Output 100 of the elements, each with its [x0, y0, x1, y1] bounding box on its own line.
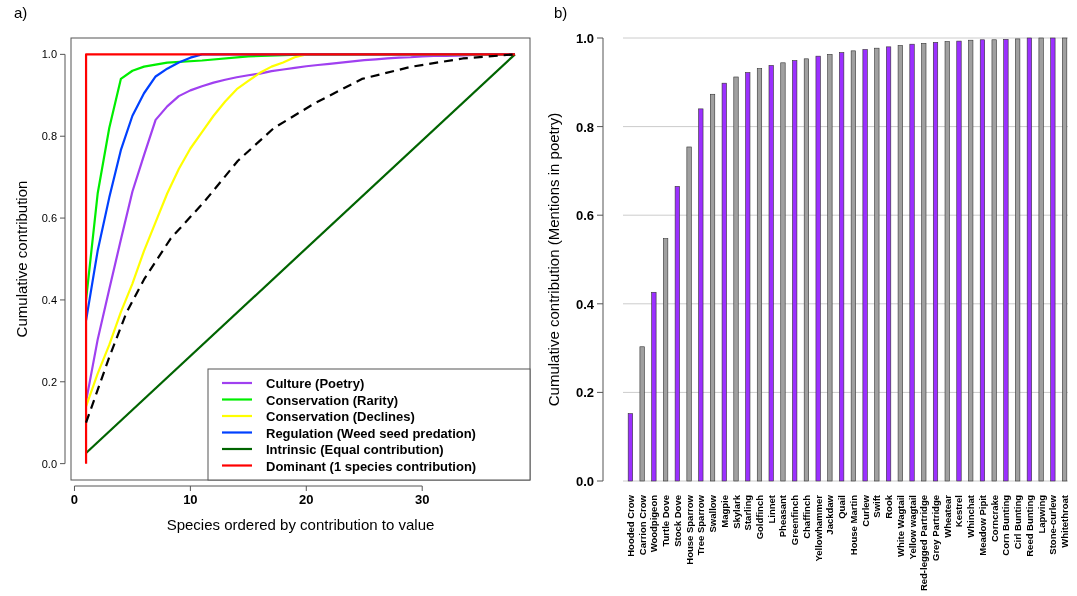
- legend-label: Dominant (1 species contribution): [266, 458, 477, 474]
- bar: [721, 82, 727, 482]
- x-tick-label: Pheasant: [777, 494, 789, 538]
- x-tick-label: Red-legged Partridge: [918, 495, 930, 592]
- y-tick-label: 0.2: [41, 375, 57, 388]
- bar: [768, 65, 774, 482]
- bar: [710, 93, 716, 482]
- y-tick-label: 0.0: [41, 457, 57, 470]
- bar: [780, 62, 786, 482]
- x-tick-label: Kestrel: [953, 495, 965, 528]
- x-tick-label: White Wagtail: [894, 495, 906, 557]
- y-tick-label: 0.8: [575, 119, 594, 135]
- bar: [663, 238, 669, 482]
- x-tick-label: Curlew: [859, 494, 871, 527]
- bar: [862, 49, 868, 482]
- y-tick-label: 0.0: [575, 474, 594, 489]
- bar: [1003, 39, 1009, 482]
- x-tick-label: Yellow wagtail: [906, 495, 918, 560]
- bar: [921, 43, 927, 482]
- y-tick-label: 0.6: [575, 208, 594, 224]
- bar: [1026, 37, 1032, 482]
- bar: [1015, 38, 1021, 482]
- bar: [897, 45, 903, 482]
- x-tick-label: Carrion Crow: [636, 494, 648, 556]
- x-tick-label: Whitethroat: [1059, 494, 1071, 548]
- bar: [686, 146, 692, 482]
- x-tick-label: Meadow Pipit: [976, 494, 988, 556]
- bar: [874, 47, 880, 482]
- x-tick-label: Linnet: [765, 494, 777, 524]
- bar: [850, 50, 856, 482]
- x-tick-label: Swallow: [707, 494, 719, 533]
- legend-label: Conservation (Declines): [266, 409, 415, 424]
- x-tick-label: Swift: [871, 494, 883, 518]
- bar: [756, 68, 763, 482]
- legend-label: Regulation (Weed seed predation): [266, 425, 476, 441]
- x-tick-label: 0: [70, 492, 79, 507]
- legend-label: Intrinsic (Equal contribution): [266, 442, 444, 457]
- bar: [733, 76, 739, 482]
- x-tick-label: Rook: [883, 494, 895, 519]
- x-tick-label: Stone-curlew: [1047, 494, 1059, 555]
- x-tick-label: Magpie: [718, 495, 730, 528]
- bar: [991, 39, 997, 482]
- x-tick-label: House Martin: [847, 494, 859, 556]
- bar: [698, 108, 704, 482]
- x-tick-label: Goldfinch: [753, 494, 765, 540]
- x-tick-label: Cirl Bunting: [1012, 494, 1024, 550]
- bar: [1062, 37, 1068, 482]
- bar: [639, 346, 645, 482]
- x-tick-label: 30: [414, 492, 430, 507]
- y-tick-label: 0.6: [41, 212, 57, 225]
- bar: [792, 60, 798, 482]
- x-tick-label: Wheatear: [941, 494, 953, 538]
- x-tick-label: 10: [183, 492, 198, 507]
- x-tick-label: Greenfinch: [789, 494, 801, 546]
- bar: [1050, 37, 1056, 482]
- bar: [968, 39, 974, 482]
- bar: [627, 413, 633, 482]
- x-tick-label: Quail: [836, 495, 848, 519]
- bar: [839, 52, 845, 482]
- bar: [979, 39, 985, 482]
- x-tick-label: Grey Partridge: [930, 495, 942, 561]
- x-tick-label: Yellowhammer: [812, 494, 824, 562]
- legend-label: Culture (Poetry): [266, 376, 365, 391]
- bar: [932, 42, 939, 482]
- bar: [886, 46, 892, 482]
- x-tick-label: Chaffinch: [800, 494, 812, 539]
- x-tick-label: Hooded Crow: [624, 494, 636, 557]
- chart-title: a): [14, 4, 28, 21]
- y-axis-title: Cumulative contribution (Mentions in poetry): [545, 112, 562, 407]
- x-tick-label: Whinchat: [965, 494, 977, 538]
- bar: [827, 54, 833, 482]
- y-tick-label: 0.2: [575, 385, 594, 401]
- x-axis-title: Species ordered by contribution to value: [166, 516, 435, 533]
- y-axis-title: Cumulative contribution: [13, 180, 30, 338]
- y-tick-label: 0.4: [41, 293, 57, 306]
- x-tick-label: Reed Bunting: [1023, 494, 1035, 557]
- chart-title: b): [554, 4, 568, 21]
- y-tick-label: 1.0: [41, 48, 57, 61]
- x-tick-label: Stock Dove: [671, 495, 683, 547]
- x-tick-label: 20: [299, 492, 314, 507]
- x-tick-label: Corncrake: [988, 495, 1000, 542]
- x-tick-label: Jackdaw: [824, 494, 836, 535]
- bar: [956, 40, 962, 482]
- y-tick-label: 1.0: [575, 31, 594, 46]
- bar: [1038, 37, 1044, 482]
- y-tick-label: 0.8: [41, 130, 57, 143]
- bar: [909, 43, 915, 482]
- bar: [651, 291, 657, 482]
- x-tick-label: Lapwing: [1035, 494, 1047, 534]
- x-tick-label: Starling: [742, 494, 754, 531]
- bar: [803, 58, 809, 482]
- y-tick-label: 0.4: [575, 296, 595, 312]
- bar: [815, 55, 821, 482]
- legend-label: Conservation (Rarity): [266, 392, 399, 408]
- x-tick-label: Woodpigeon: [648, 494, 660, 553]
- x-tick-label: Corn Bunting: [1000, 494, 1012, 556]
- bar: [944, 41, 950, 482]
- x-tick-label: Tree Sparrow: [695, 494, 707, 556]
- x-tick-label: House Sparrow: [683, 494, 695, 565]
- bar: [674, 186, 680, 482]
